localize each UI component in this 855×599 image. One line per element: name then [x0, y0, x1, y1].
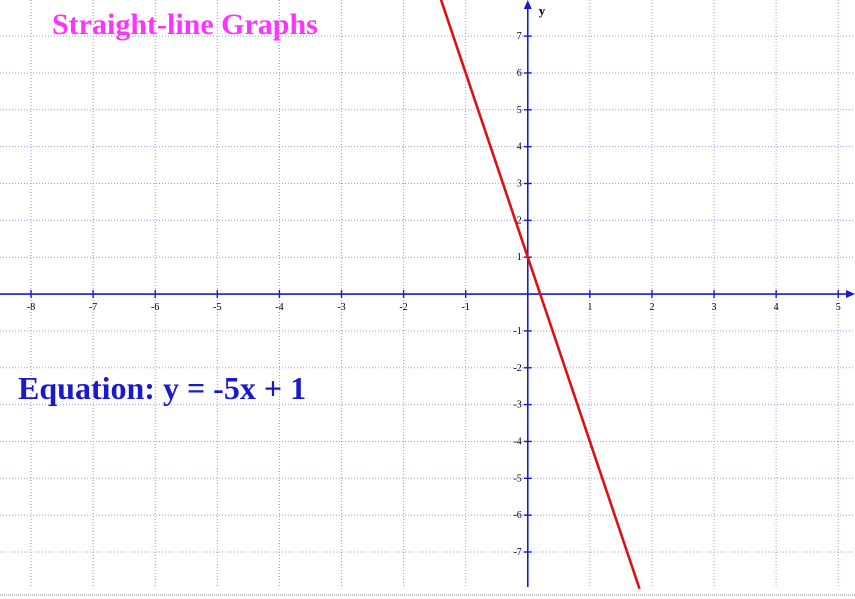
y-tick-label: -3 [513, 400, 521, 411]
plotted-lines [439, 0, 641, 590]
x-tick-label: -4 [275, 302, 283, 313]
y-axis-ticks: -7 -6 -5 -4 -3 -2 -1 1 2 3 4 5 6 7 [513, 31, 532, 558]
y-tick-label: -7 [513, 547, 521, 558]
y-tick-label: -6 [513, 510, 521, 521]
y-tick-label: 7 [517, 31, 522, 42]
chart-title: Straight-line Graphs [52, 8, 318, 41]
vertical-gridlines [30, 0, 839, 587]
x-tick-label: -7 [89, 302, 97, 313]
y-tick-label: 4 [517, 142, 522, 153]
x-tick-label: 1 [587, 302, 592, 313]
y-tick-label: -5 [513, 473, 521, 484]
x-axis-ticks: -8 -7 -6 -5 -4 -3 -2 -1 1 2 3 4 5 [27, 290, 841, 313]
horizontal-gridlines [0, 35, 855, 596]
y-tick-label: 3 [517, 179, 522, 190]
x-tick-label: -6 [151, 302, 159, 313]
y-tick-label: 6 [517, 68, 522, 79]
y-tick-label: 2 [517, 215, 522, 226]
x-axis-arrow [846, 290, 855, 299]
y-axis-arrow [523, 0, 532, 9]
y-axis-label: y [539, 3, 546, 18]
x-tick-label: 4 [774, 302, 779, 313]
x-tick-label: -2 [399, 302, 407, 313]
x-tick-label: -3 [337, 302, 345, 313]
equation-label: Equation: y = -5x + 1 [18, 370, 307, 406]
axes [0, 0, 855, 587]
y-tick-label: 1 [517, 252, 522, 263]
x-tick-label: 5 [836, 302, 841, 313]
series-line [439, 0, 641, 590]
y-tick-label: 5 [517, 105, 522, 116]
x-tick-label: -1 [462, 302, 470, 313]
y-tick-label: -2 [513, 363, 521, 374]
x-tick-label: -5 [213, 302, 221, 313]
y-tick-label: -1 [513, 326, 521, 337]
y-tick-label: -4 [513, 436, 521, 447]
x-tick-label: 3 [712, 302, 717, 313]
x-tick-label: 2 [649, 302, 654, 313]
x-tick-label: -8 [27, 302, 35, 313]
